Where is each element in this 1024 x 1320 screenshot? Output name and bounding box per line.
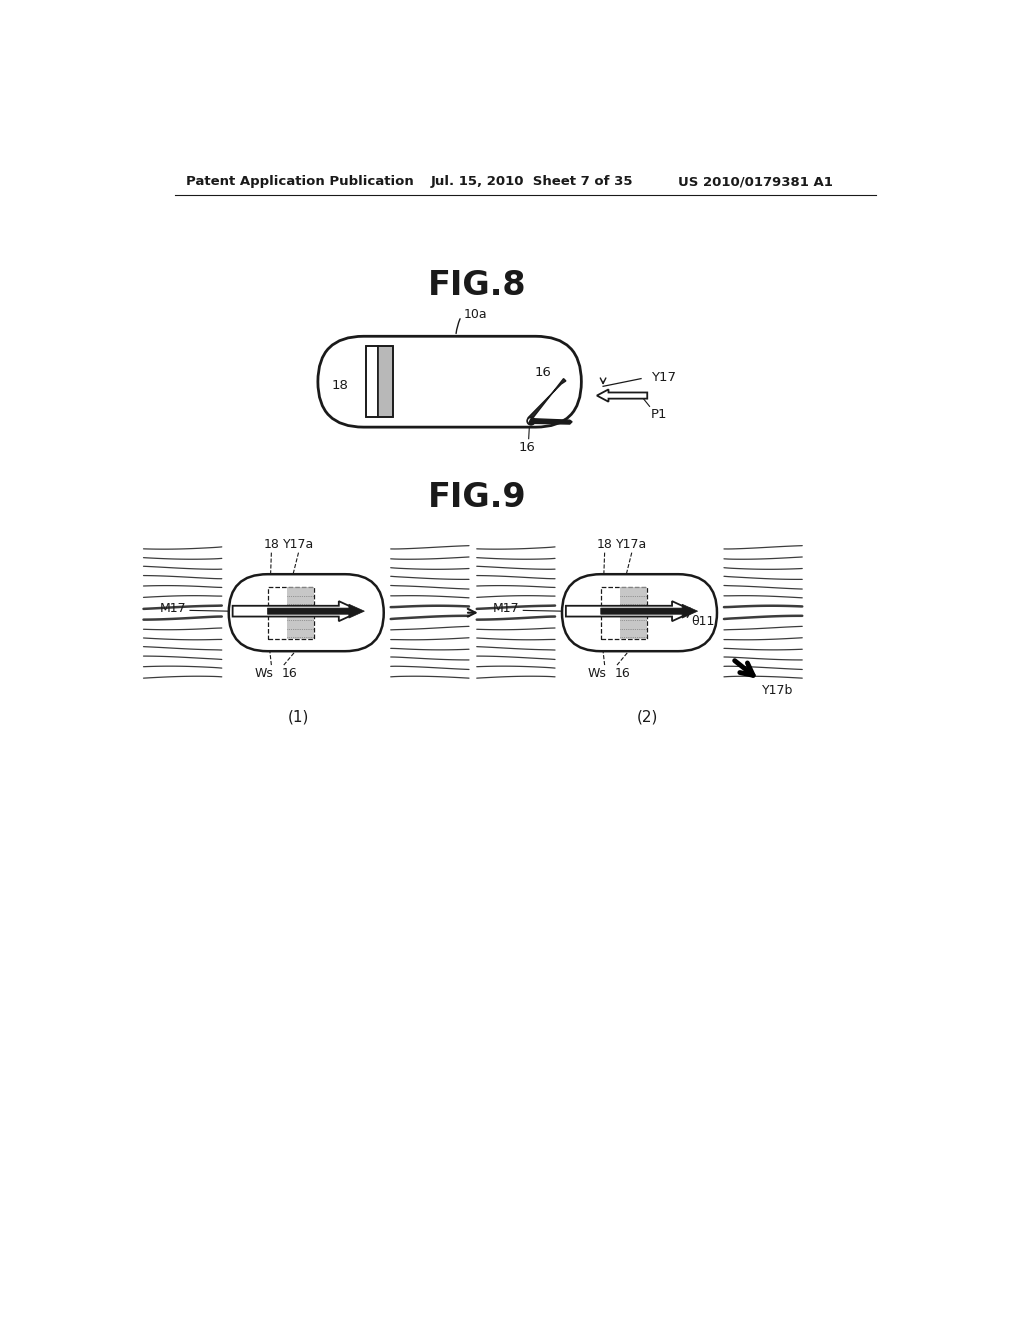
Text: Y17a: Y17a bbox=[616, 539, 647, 552]
Text: 10a: 10a bbox=[464, 308, 487, 321]
Polygon shape bbox=[267, 605, 365, 618]
Text: Y17a: Y17a bbox=[283, 539, 314, 552]
Bar bbox=[366, 346, 393, 417]
Text: Patent Application Publication: Patent Application Publication bbox=[186, 176, 414, 187]
Polygon shape bbox=[601, 605, 697, 618]
Text: (2): (2) bbox=[637, 709, 658, 725]
Text: Y17b: Y17b bbox=[762, 684, 794, 697]
FancyBboxPatch shape bbox=[317, 337, 582, 428]
Text: FIG.9: FIG.9 bbox=[427, 480, 526, 513]
Bar bbox=[621, 586, 647, 639]
Text: (1): (1) bbox=[288, 709, 309, 725]
FancyBboxPatch shape bbox=[228, 574, 384, 651]
Polygon shape bbox=[232, 601, 360, 622]
Text: 16: 16 bbox=[535, 367, 551, 379]
Text: Jul. 15, 2010  Sheet 7 of 35: Jul. 15, 2010 Sheet 7 of 35 bbox=[430, 176, 633, 187]
Text: 16: 16 bbox=[519, 441, 536, 454]
Text: M17: M17 bbox=[493, 602, 519, 615]
Bar bbox=[601, 586, 647, 639]
Text: 16: 16 bbox=[282, 667, 297, 680]
Polygon shape bbox=[528, 418, 572, 424]
Bar bbox=[366, 346, 378, 417]
Text: Ws: Ws bbox=[588, 667, 607, 680]
Polygon shape bbox=[566, 601, 693, 622]
Text: 18: 18 bbox=[597, 539, 612, 552]
FancyBboxPatch shape bbox=[562, 574, 717, 651]
Text: 16: 16 bbox=[614, 667, 631, 680]
Polygon shape bbox=[528, 379, 566, 418]
Text: M17: M17 bbox=[160, 602, 186, 615]
Text: P1: P1 bbox=[651, 408, 668, 421]
Bar bbox=[287, 586, 314, 639]
Bar bbox=[378, 346, 393, 417]
Text: Y17: Y17 bbox=[651, 371, 676, 384]
Text: FIG.8: FIG.8 bbox=[427, 269, 526, 302]
Text: Ws: Ws bbox=[255, 667, 273, 680]
Bar bbox=[267, 586, 314, 639]
Text: θ11: θ11 bbox=[691, 615, 715, 628]
Text: 18: 18 bbox=[332, 379, 349, 392]
Text: 18: 18 bbox=[263, 539, 280, 552]
Text: US 2010/0179381 A1: US 2010/0179381 A1 bbox=[678, 176, 834, 187]
Polygon shape bbox=[597, 389, 647, 401]
